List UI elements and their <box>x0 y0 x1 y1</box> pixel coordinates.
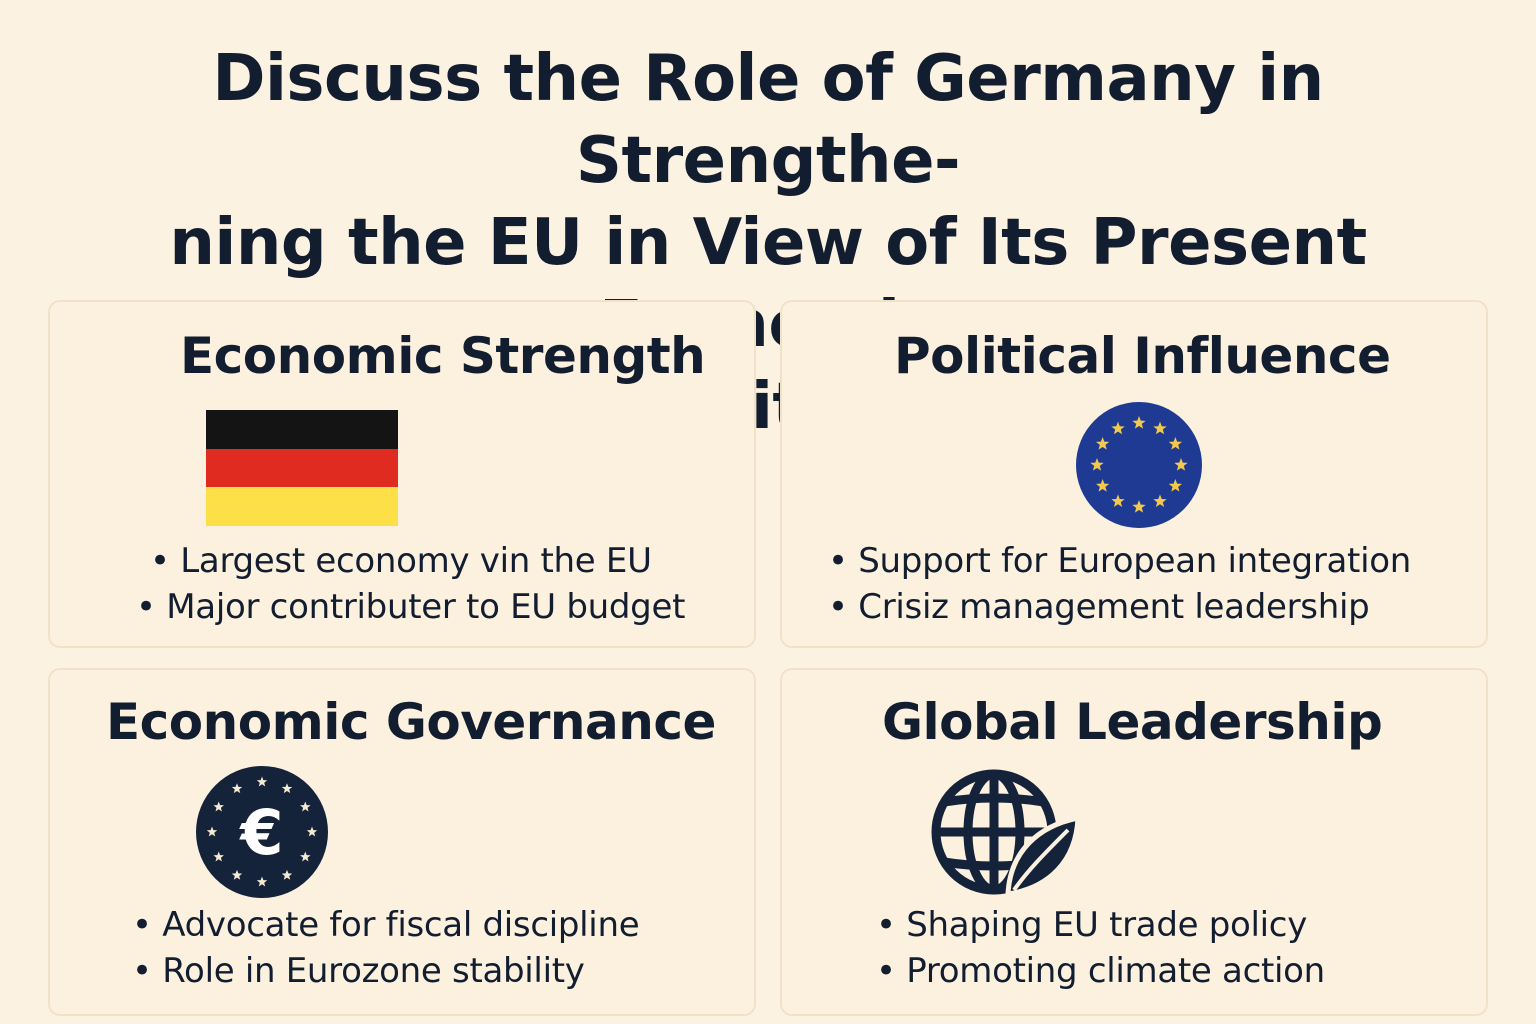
germany-flag-icon <box>206 410 398 526</box>
star-icon <box>1132 500 1146 513</box>
star-icon <box>1153 494 1167 508</box>
bullet-list: Shaping EU trade policy Promoting climat… <box>876 902 1325 994</box>
card-heading: Economic Strength <box>180 327 706 385</box>
bullet-item: Promoting climate action <box>876 948 1325 994</box>
bullet-list: Largest economy vin the EU Major contrib… <box>136 538 685 630</box>
star-icon <box>1174 458 1188 471</box>
star-icon <box>281 869 293 880</box>
svg-text:€: € <box>238 796 283 869</box>
star-icon <box>300 801 311 812</box>
star-icon <box>1111 421 1125 435</box>
bullet-item: Major contributer to EU budget <box>136 584 685 630</box>
card-heading: Political Influence <box>894 327 1391 385</box>
card-economic-strength: Economic Strength Largest economy vin th… <box>48 300 756 648</box>
star-icon <box>206 826 218 837</box>
bullet-list: Support for European integration Crisiz … <box>828 538 1411 630</box>
card-economic-governance: Economic Governance € Advocate for fisca… <box>48 668 756 1016</box>
bullet-item: Crisiz management leadership <box>828 584 1411 630</box>
star-icon <box>213 851 224 862</box>
star-icon <box>256 876 268 887</box>
bullet-list: Advocate for fiscal discipline Role in E… <box>132 902 639 994</box>
star-icon <box>1090 458 1104 471</box>
star-icon <box>1095 437 1110 450</box>
bullet-item: Largest economy vin the EU <box>136 538 685 584</box>
star-icon <box>300 851 311 862</box>
star-icon <box>306 826 318 837</box>
eu-flag-icon <box>1076 402 1202 528</box>
bullet-item: Shaping EU trade policy <box>876 902 1325 948</box>
title-line-1: Discuss the Role of Germany in Strengthe… <box>212 42 1324 198</box>
star-icon <box>1153 421 1167 435</box>
star-icon <box>1168 437 1183 450</box>
card-heading: Economic Governance <box>106 693 716 751</box>
card-heading: Global Leadership <box>882 693 1383 751</box>
star-icon <box>1111 494 1125 508</box>
star-icon <box>231 783 243 794</box>
card-political-influence: Political Influence Support for European… <box>780 300 1488 648</box>
bullet-item: Advocate for fiscal discipline <box>132 902 639 948</box>
star-icon <box>1095 479 1110 492</box>
star-icon <box>231 869 243 880</box>
card-global-leadership: Global Leadership Shaping EU trade polic… <box>780 668 1488 1016</box>
star-icon <box>213 801 224 812</box>
globe-leaf-icon <box>931 769 1081 897</box>
star-icon <box>1132 416 1146 429</box>
euro-icon: € <box>196 766 328 898</box>
bullet-item: Role in Eurozone stability <box>132 948 639 994</box>
star-icon <box>256 776 268 787</box>
bullet-item: Support for European integration <box>828 538 1411 584</box>
star-icon <box>1168 479 1183 492</box>
star-icon <box>281 783 293 794</box>
